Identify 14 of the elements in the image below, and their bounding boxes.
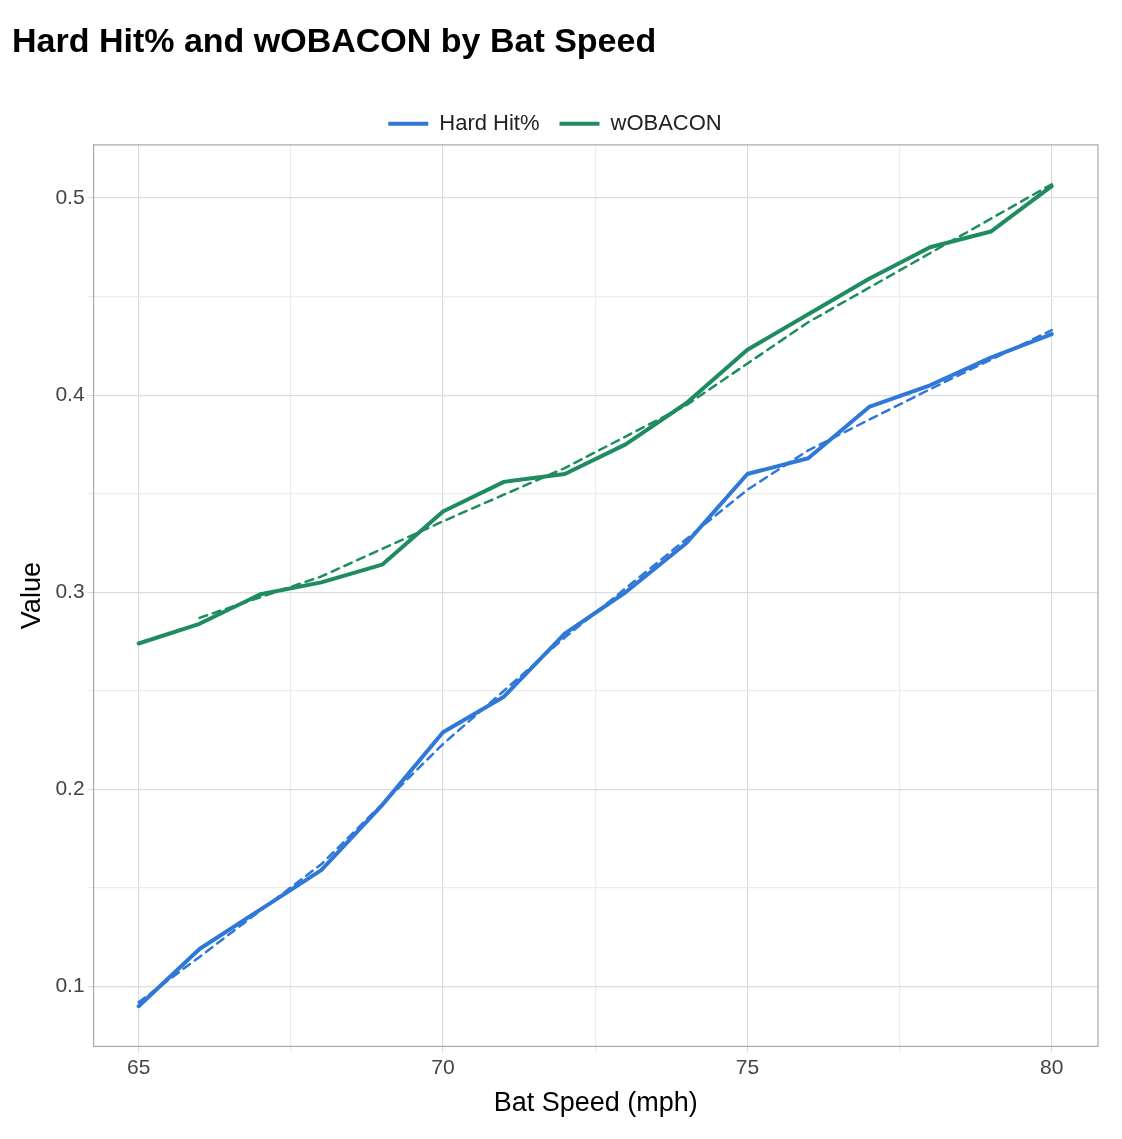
legend-label: wOBACON bbox=[609, 109, 722, 135]
y-tick-label: 0.4 bbox=[55, 381, 85, 405]
x-tick-label: 70 bbox=[431, 1054, 455, 1078]
x-tick-label: 75 bbox=[735, 1054, 760, 1078]
y-axis-title: Value bbox=[15, 562, 46, 630]
y-tick-label: 0.3 bbox=[55, 579, 85, 603]
x-tick-label: 65 bbox=[126, 1054, 151, 1078]
chart-title: Hard Hit% and wOBACON by Bat Speed bbox=[12, 20, 657, 59]
y-tick-label: 0.1 bbox=[55, 973, 85, 997]
x-tick-label: 80 bbox=[1040, 1054, 1064, 1078]
x-axis-title: Bat Speed (mph) bbox=[493, 1087, 698, 1118]
y-tick-label: 0.2 bbox=[55, 776, 85, 800]
y-tick-label: 0.5 bbox=[55, 184, 85, 208]
legend-label: Hard Hit% bbox=[439, 109, 540, 135]
